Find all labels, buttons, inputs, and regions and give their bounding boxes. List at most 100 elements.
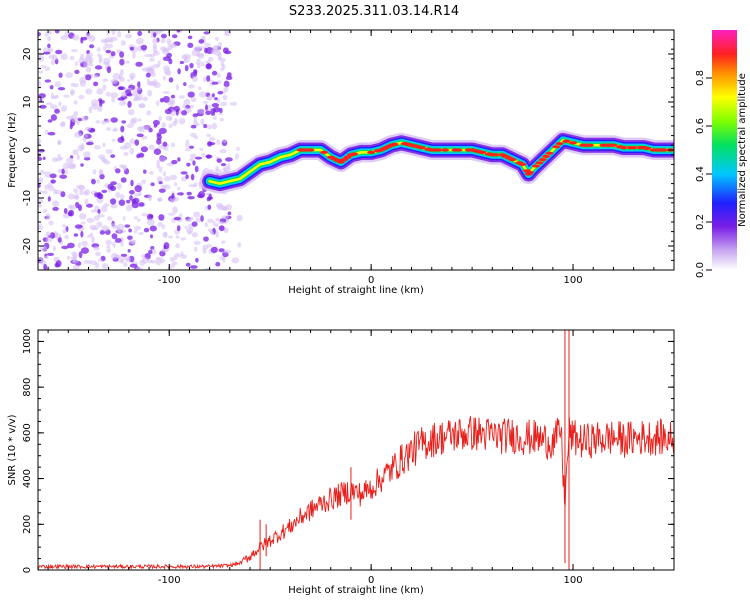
noise-speckle (102, 78, 109, 83)
noise-speckle (127, 100, 132, 108)
noise-speckle (162, 91, 170, 94)
noise-speckle (193, 240, 201, 245)
noise-speckle (94, 74, 98, 79)
noise-speckle (111, 233, 118, 240)
x-tick-label: 100 (564, 275, 583, 286)
noise-speckle (72, 34, 80, 41)
noise-speckle (181, 54, 188, 60)
noise-speckle (115, 168, 121, 174)
noise-speckle (211, 122, 218, 130)
noise-speckle (178, 213, 183, 218)
noise-speckle (38, 256, 44, 263)
noise-speckle (153, 50, 160, 56)
noise-speckle (221, 215, 229, 219)
noise-speckle (117, 30, 122, 38)
noise-speckle (78, 94, 85, 100)
noise-speckle (150, 259, 157, 264)
noise-speckle (57, 87, 66, 91)
noise-speckle (207, 218, 214, 223)
y-tick-label: 10 (22, 96, 33, 109)
noise-speckle (221, 240, 226, 244)
noise-speckle (121, 120, 127, 124)
noise-speckle (127, 109, 135, 116)
noise-speckle (62, 224, 67, 228)
noise-speckle (110, 181, 117, 186)
noise-speckle (62, 162, 70, 170)
noise-speckle (120, 253, 127, 257)
noise-speckle (43, 255, 49, 260)
noise-speckle (61, 245, 69, 250)
snr-y-label: SNR (10 * v/v) (7, 414, 18, 485)
noise-speckle (58, 101, 62, 107)
noise-speckle (157, 222, 163, 227)
noise-speckle (129, 138, 136, 144)
noise-speckle (169, 174, 178, 181)
noise-speckle (156, 159, 160, 167)
noise-speckle (63, 94, 70, 98)
ridge-peak (367, 150, 376, 154)
noise-speckle (89, 44, 95, 49)
noise-speckle (193, 182, 198, 188)
noise-speckle (133, 230, 138, 234)
noise-speckle (183, 82, 187, 87)
noise-speckle (201, 61, 205, 67)
noise-speckle (198, 108, 205, 114)
noise-speckle (62, 229, 68, 234)
noise-speckle (205, 110, 212, 116)
noise-speckle (227, 211, 232, 216)
ridge-peak (350, 152, 359, 156)
noise-speckle (128, 239, 135, 245)
noise-speckle (91, 103, 99, 110)
noise-speckle (174, 253, 181, 258)
noise-speckle (169, 43, 177, 48)
noise-speckle (219, 256, 225, 260)
noise-speckle (219, 107, 223, 114)
noise-speckle (168, 212, 175, 216)
noise-speckle (162, 96, 170, 103)
noise-speckle (129, 46, 134, 51)
noise-speckle (166, 52, 173, 59)
noise-speckle (141, 67, 149, 72)
noise-speckle (130, 179, 134, 187)
noise-speckle (97, 53, 101, 58)
noise-speckle (153, 64, 160, 69)
y-tick-label: 800 (22, 378, 33, 397)
noise-speckle (117, 97, 125, 101)
noise-speckle (134, 193, 141, 197)
noise-speckle (116, 182, 122, 190)
noise-speckle (141, 179, 147, 184)
noise-speckle (147, 90, 153, 97)
noise-speckle (80, 163, 84, 167)
noise-speckle (175, 235, 180, 239)
noise-speckle (105, 49, 112, 54)
colorbar (712, 30, 737, 270)
noise-speckle (79, 80, 86, 87)
noise-speckle (44, 31, 49, 37)
noise-speckle (132, 97, 138, 102)
noise-speckle (126, 204, 133, 212)
snr-x-ticks: -100 0 100 (47, 330, 675, 586)
noise-speckle (135, 37, 144, 45)
noise-speckle (148, 127, 153, 133)
noise-speckle (193, 70, 198, 77)
ridge-peak (538, 158, 547, 162)
noise-speckle (189, 157, 195, 162)
noise-speckle (74, 224, 83, 229)
noise-speckle (187, 91, 195, 98)
noise-speckle (134, 185, 142, 193)
noise-speckle (98, 154, 105, 160)
noise-speckle (99, 101, 103, 108)
noise-speckle (163, 242, 170, 250)
noise-speckle (158, 188, 166, 193)
noise-speckle (188, 145, 195, 149)
noise-speckle (195, 218, 201, 223)
noise-speckle (90, 209, 97, 213)
noise-speckle (143, 227, 150, 233)
noise-speckle (171, 142, 175, 148)
noise-speckle (183, 98, 191, 106)
noise-speckle (206, 104, 212, 111)
noise-speckle (93, 145, 102, 150)
noise-speckle (199, 147, 204, 151)
noise-speckle (173, 216, 181, 221)
noise-speckle (173, 182, 178, 187)
